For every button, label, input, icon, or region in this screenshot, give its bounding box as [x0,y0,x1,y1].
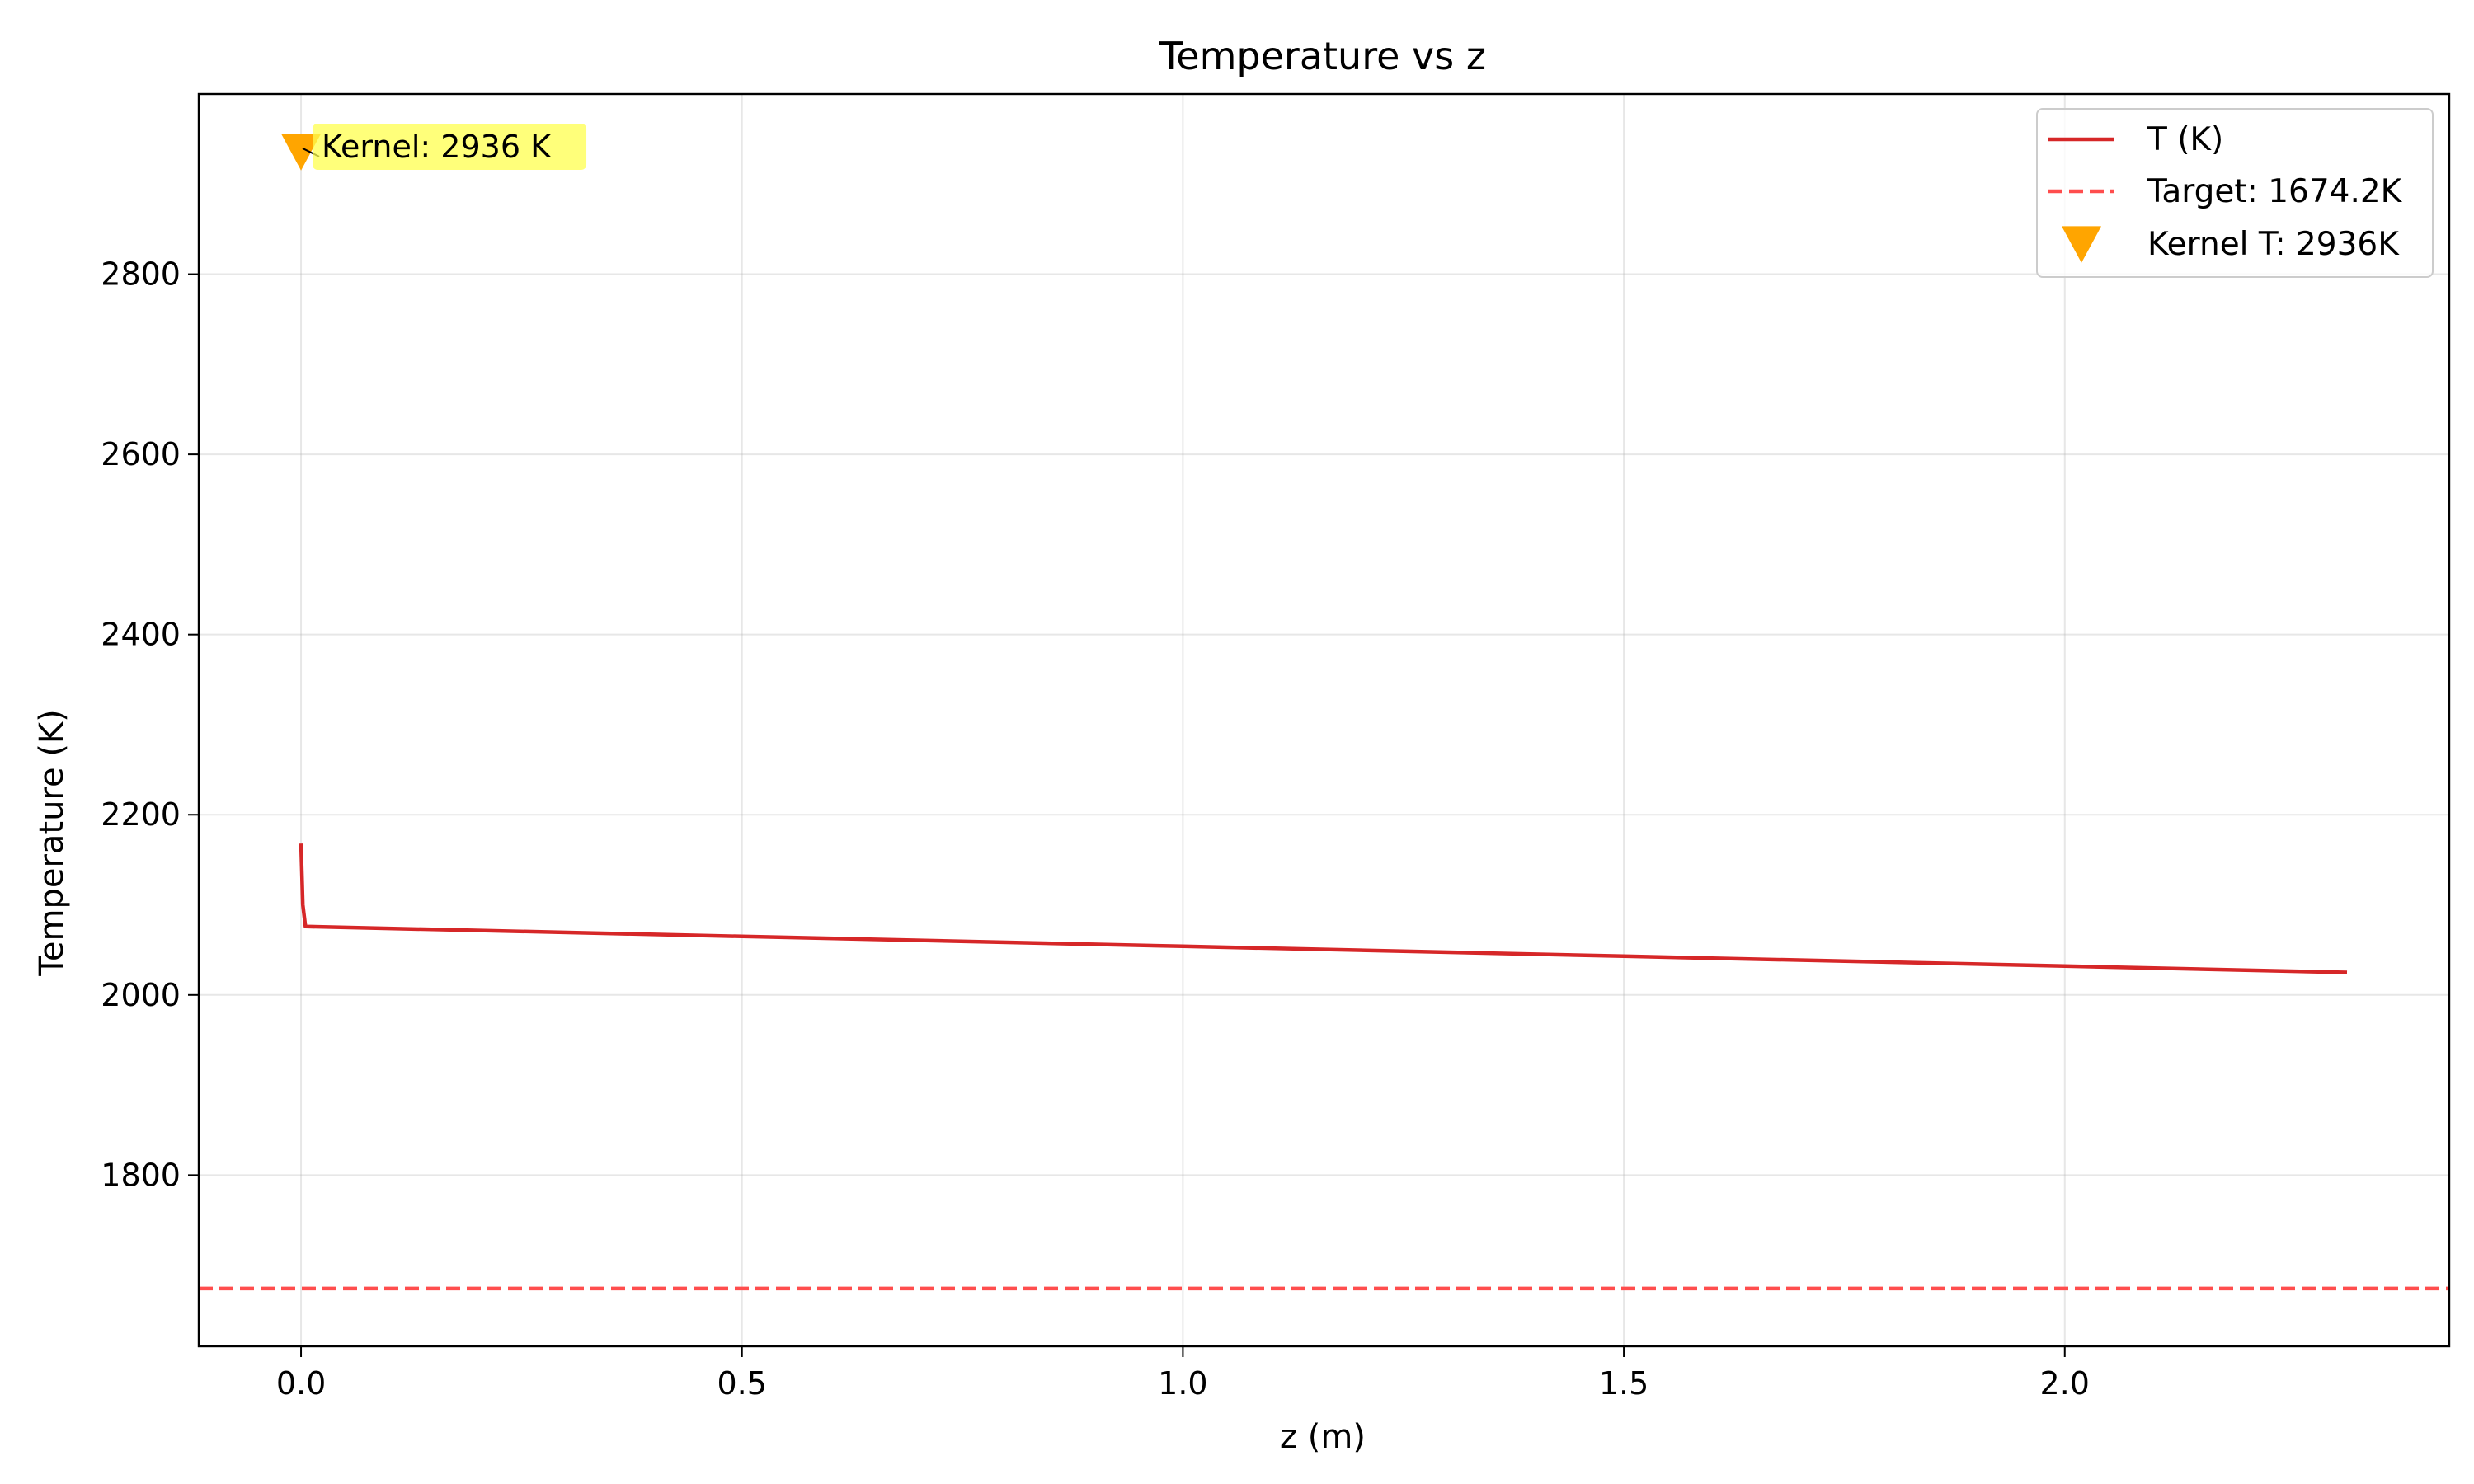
legend-label-target: Target: 1674.2K [2147,173,2403,210]
y-tick-label: 1800 [101,1157,181,1193]
y-tick-label: 2400 [101,617,181,653]
legend-box [2036,108,2434,278]
legend-label-temperature: T (K) [2147,121,2223,158]
annotation-box [313,123,587,170]
axes-frame [197,92,2451,1348]
temperature-line [299,843,2348,974]
y-tick-label: 2800 [101,256,181,293]
annotations: Kernel: 2936 K [302,123,587,170]
axis-ticks: 0.0 0.5 1.0 1.5 2.0 1800 2000 2200 2400 2600 2800 [101,256,2090,1402]
chart-title: Temperature vs z [1159,34,1486,78]
y-axis-label: Temperature (K) [33,709,71,977]
x-tick-label: 0.0 [276,1365,326,1402]
x-tick-label: 2.0 [2040,1365,2090,1402]
legend-label-kernel: Kernel T: 2936K [2147,226,2400,263]
y-tick-label: 2600 [101,436,181,472]
x-tick-label: 1.0 [1158,1365,1207,1402]
x-axis-label: z (m) [1280,1418,1366,1456]
y-tick-label: 2000 [101,977,181,1013]
y-tick-label: 2200 [101,796,181,833]
annotation-text: Kernel: 2936 K [322,129,552,165]
legend: T (K) Target: 1674.2K Kernel T: 2936K [2036,108,2434,278]
kernel-marker [281,134,322,171]
x-tick-label: 0.5 [717,1365,767,1402]
legend-handle-kernel [2062,226,2101,263]
plot-area [199,134,2449,1291]
x-tick-label: 1.5 [1599,1365,1649,1402]
